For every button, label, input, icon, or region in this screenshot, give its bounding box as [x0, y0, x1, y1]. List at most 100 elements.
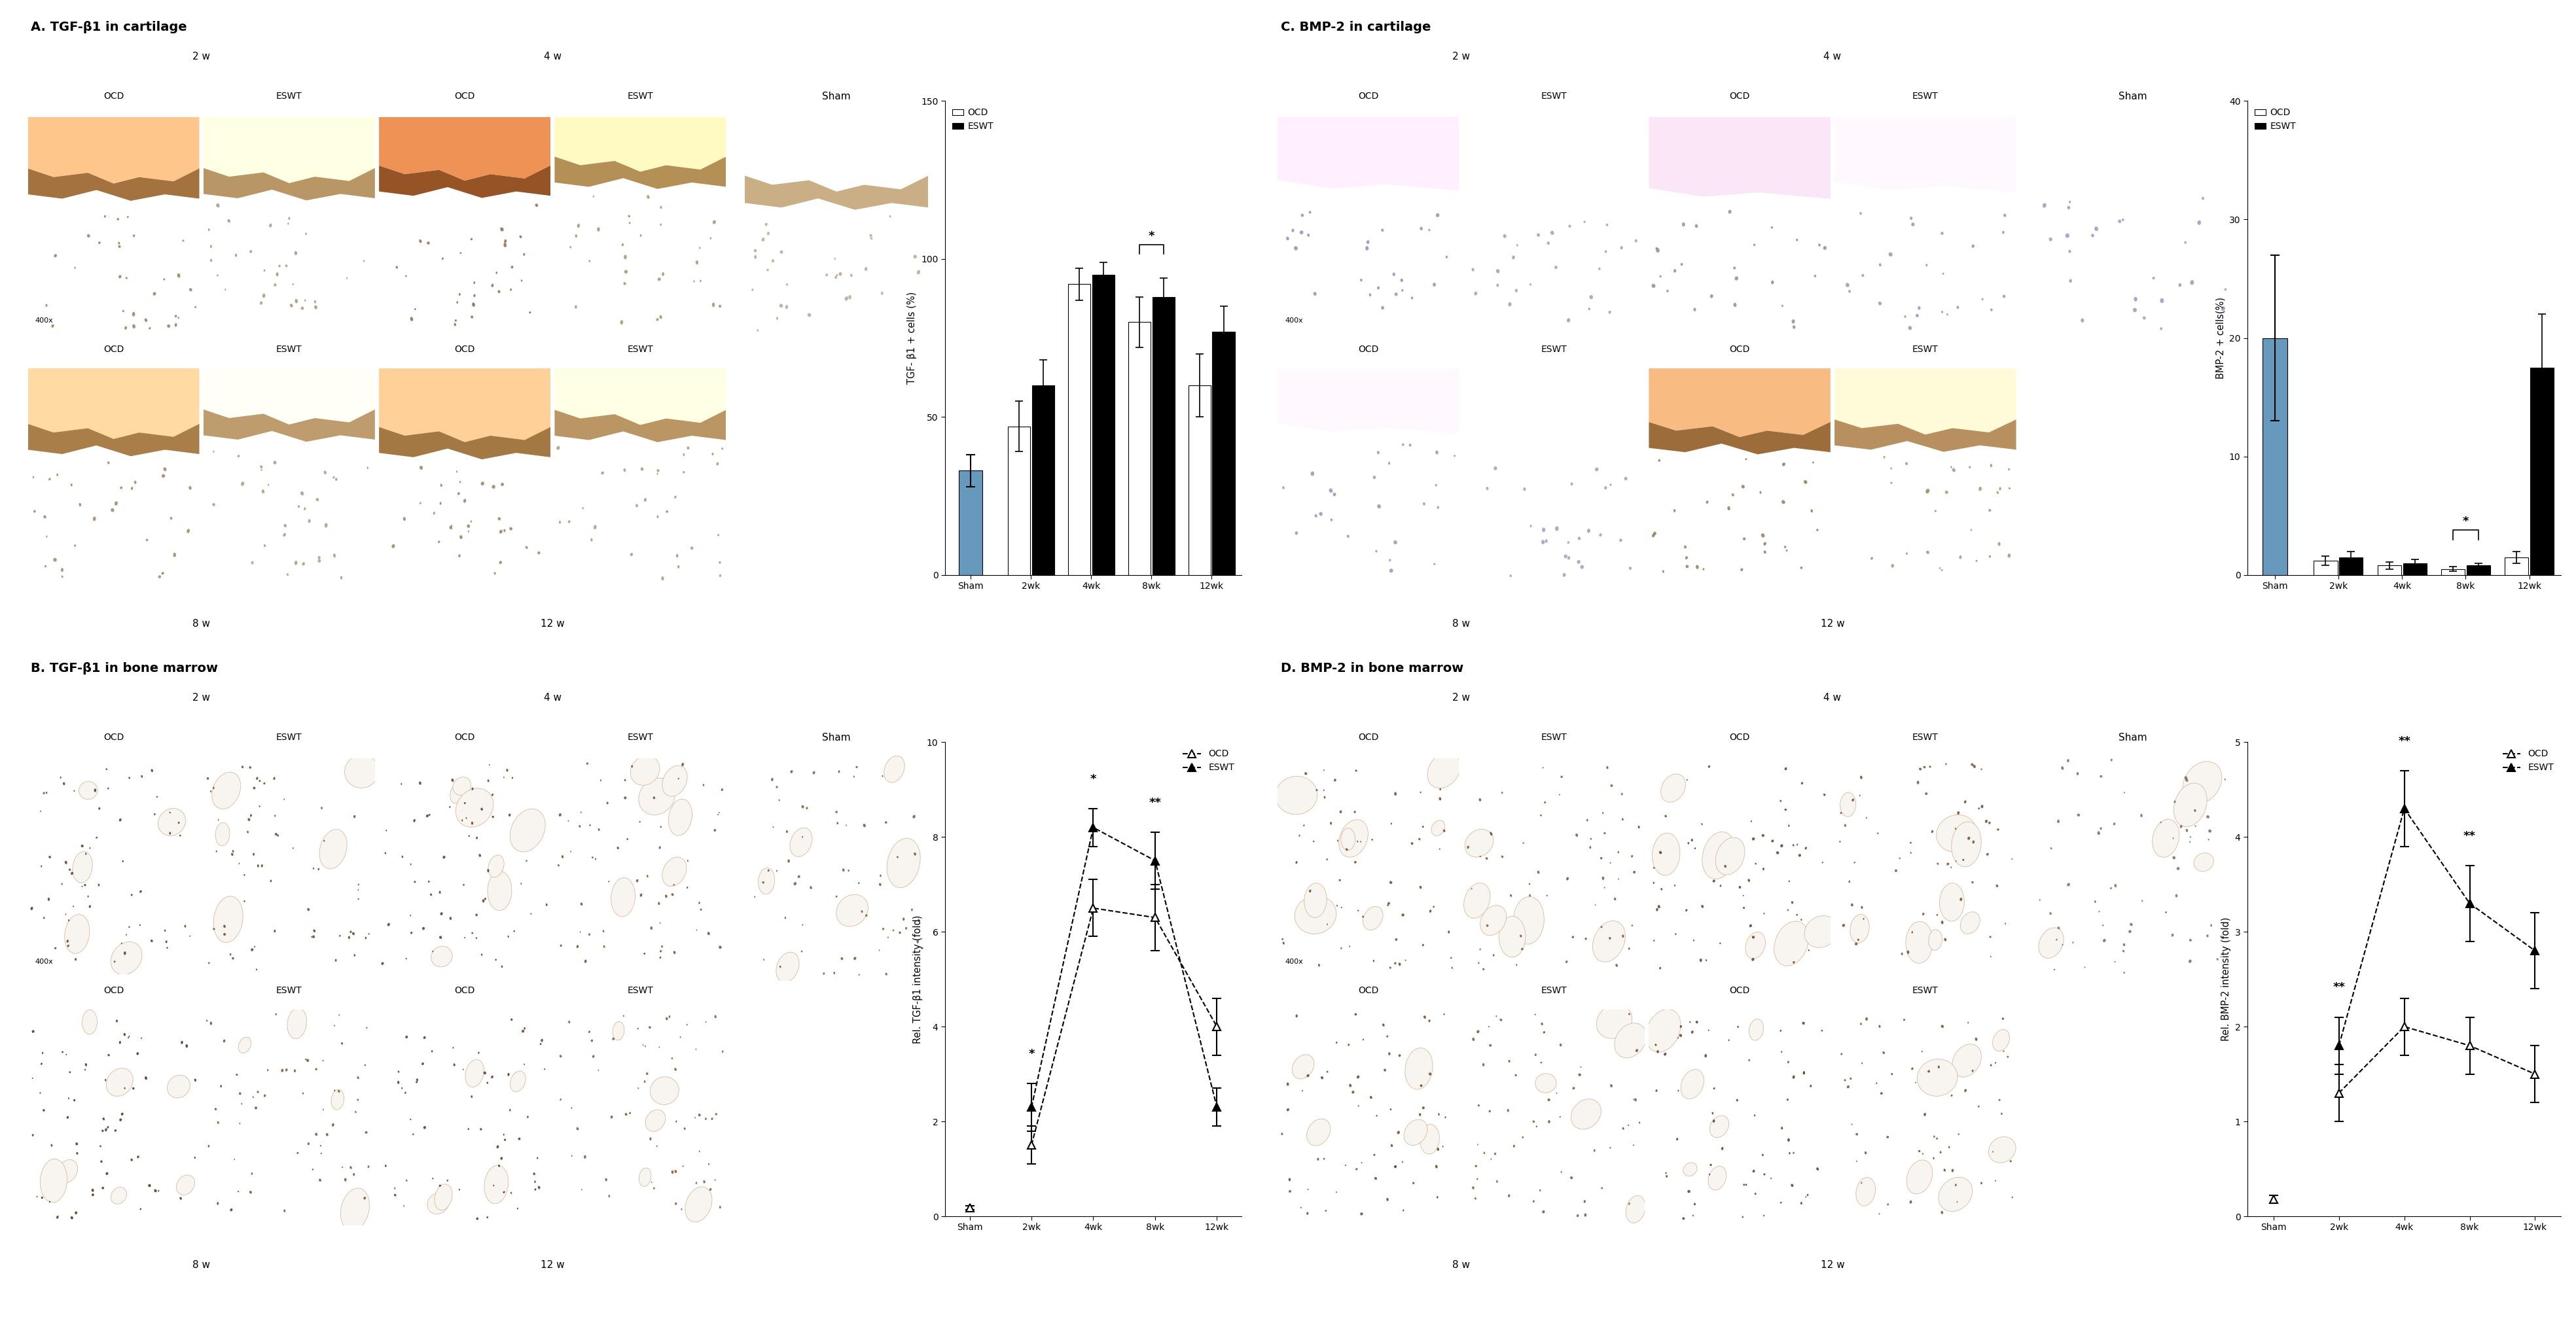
Ellipse shape	[332, 1090, 345, 1110]
Ellipse shape	[1285, 1109, 1288, 1112]
Ellipse shape	[1291, 1054, 1314, 1079]
Ellipse shape	[1927, 1070, 1929, 1073]
Ellipse shape	[1553, 266, 1556, 269]
Polygon shape	[379, 118, 551, 180]
Ellipse shape	[848, 295, 850, 299]
Ellipse shape	[2066, 206, 2069, 210]
Ellipse shape	[1388, 880, 1391, 884]
Ellipse shape	[353, 933, 355, 935]
Bar	[2465, 565, 2488, 574]
Ellipse shape	[325, 470, 327, 474]
Ellipse shape	[1306, 1118, 1329, 1146]
Ellipse shape	[471, 315, 474, 318]
Ellipse shape	[93, 517, 95, 521]
Ellipse shape	[1381, 228, 1383, 231]
Ellipse shape	[1659, 851, 1662, 854]
Ellipse shape	[2007, 553, 2009, 557]
Ellipse shape	[1968, 836, 1971, 840]
Ellipse shape	[912, 815, 914, 819]
Ellipse shape	[188, 289, 193, 291]
Ellipse shape	[317, 556, 319, 560]
Text: OCD: OCD	[1358, 92, 1378, 102]
Ellipse shape	[1497, 269, 1499, 274]
Ellipse shape	[1855, 942, 1857, 946]
Ellipse shape	[1842, 925, 1844, 927]
Ellipse shape	[1473, 291, 1476, 295]
Ellipse shape	[696, 261, 698, 265]
Ellipse shape	[1919, 768, 1922, 771]
Ellipse shape	[1770, 839, 1772, 842]
Text: **: **	[1149, 796, 1162, 808]
Ellipse shape	[1476, 1030, 1479, 1033]
Text: ESWT: ESWT	[626, 92, 654, 102]
Ellipse shape	[688, 446, 690, 449]
Ellipse shape	[1332, 493, 1337, 496]
Ellipse shape	[2038, 927, 2063, 958]
Ellipse shape	[1973, 764, 1976, 768]
Text: 8 w: 8 w	[1453, 1260, 1468, 1271]
Text: *: *	[2463, 516, 2468, 528]
Ellipse shape	[1996, 542, 1999, 546]
Text: OCD: OCD	[453, 345, 474, 354]
Ellipse shape	[641, 468, 644, 470]
Ellipse shape	[1726, 506, 1731, 510]
Ellipse shape	[1909, 216, 1911, 220]
Ellipse shape	[1311, 472, 1314, 476]
Ellipse shape	[659, 315, 662, 319]
Ellipse shape	[62, 568, 64, 572]
Text: 4 w: 4 w	[1824, 693, 1842, 703]
Ellipse shape	[1373, 1177, 1376, 1180]
Ellipse shape	[1595, 468, 1597, 472]
Ellipse shape	[1610, 784, 1613, 787]
Ellipse shape	[319, 830, 348, 868]
Ellipse shape	[1953, 468, 1955, 472]
Ellipse shape	[1409, 444, 1412, 446]
Ellipse shape	[1546, 242, 1548, 244]
Ellipse shape	[1564, 554, 1566, 558]
Ellipse shape	[1685, 556, 1687, 560]
Text: OCD: OCD	[103, 92, 124, 102]
Text: 8 w: 8 w	[1453, 619, 1468, 629]
Text: 400x: 400x	[33, 318, 54, 325]
Polygon shape	[379, 369, 551, 442]
Ellipse shape	[1790, 319, 1795, 323]
Polygon shape	[554, 118, 726, 172]
Ellipse shape	[144, 318, 147, 322]
Ellipse shape	[1566, 318, 1569, 322]
Ellipse shape	[1911, 223, 1914, 226]
Ellipse shape	[1522, 488, 1525, 490]
Text: 2 w: 2 w	[193, 52, 211, 61]
Ellipse shape	[1566, 878, 1569, 880]
Ellipse shape	[88, 234, 90, 238]
Text: D. BMP-2 in bone marrow: D. BMP-2 in bone marrow	[1280, 663, 1463, 675]
Ellipse shape	[657, 278, 659, 281]
Ellipse shape	[1752, 958, 1754, 961]
Ellipse shape	[211, 504, 216, 506]
Ellipse shape	[1716, 838, 1744, 875]
Ellipse shape	[64, 914, 90, 954]
Ellipse shape	[1762, 542, 1767, 545]
Ellipse shape	[559, 814, 562, 816]
Ellipse shape	[1633, 871, 1636, 874]
Ellipse shape	[500, 561, 502, 564]
Ellipse shape	[2172, 856, 2174, 859]
Ellipse shape	[1535, 1073, 1556, 1093]
Ellipse shape	[1752, 935, 1754, 939]
Ellipse shape	[1571, 482, 1574, 485]
Ellipse shape	[1388, 569, 1394, 573]
Ellipse shape	[420, 239, 422, 243]
Ellipse shape	[1741, 485, 1744, 489]
Bar	[1188, 385, 1211, 574]
Polygon shape	[1649, 118, 1829, 199]
Text: ESWT: ESWT	[1911, 986, 1937, 995]
Text: 12 w: 12 w	[541, 1260, 564, 1271]
Ellipse shape	[1803, 915, 1837, 947]
Ellipse shape	[1793, 1075, 1795, 1078]
Y-axis label: Rel. TGF-β1 intensity (fold): Rel. TGF-β1 intensity (fold)	[912, 915, 922, 1043]
Legend: OCD, ESWT: OCD, ESWT	[2251, 106, 2298, 134]
Ellipse shape	[698, 1114, 701, 1117]
Ellipse shape	[1376, 452, 1378, 454]
Text: 2 w: 2 w	[193, 693, 211, 703]
Ellipse shape	[2143, 317, 2146, 319]
Ellipse shape	[381, 962, 384, 965]
